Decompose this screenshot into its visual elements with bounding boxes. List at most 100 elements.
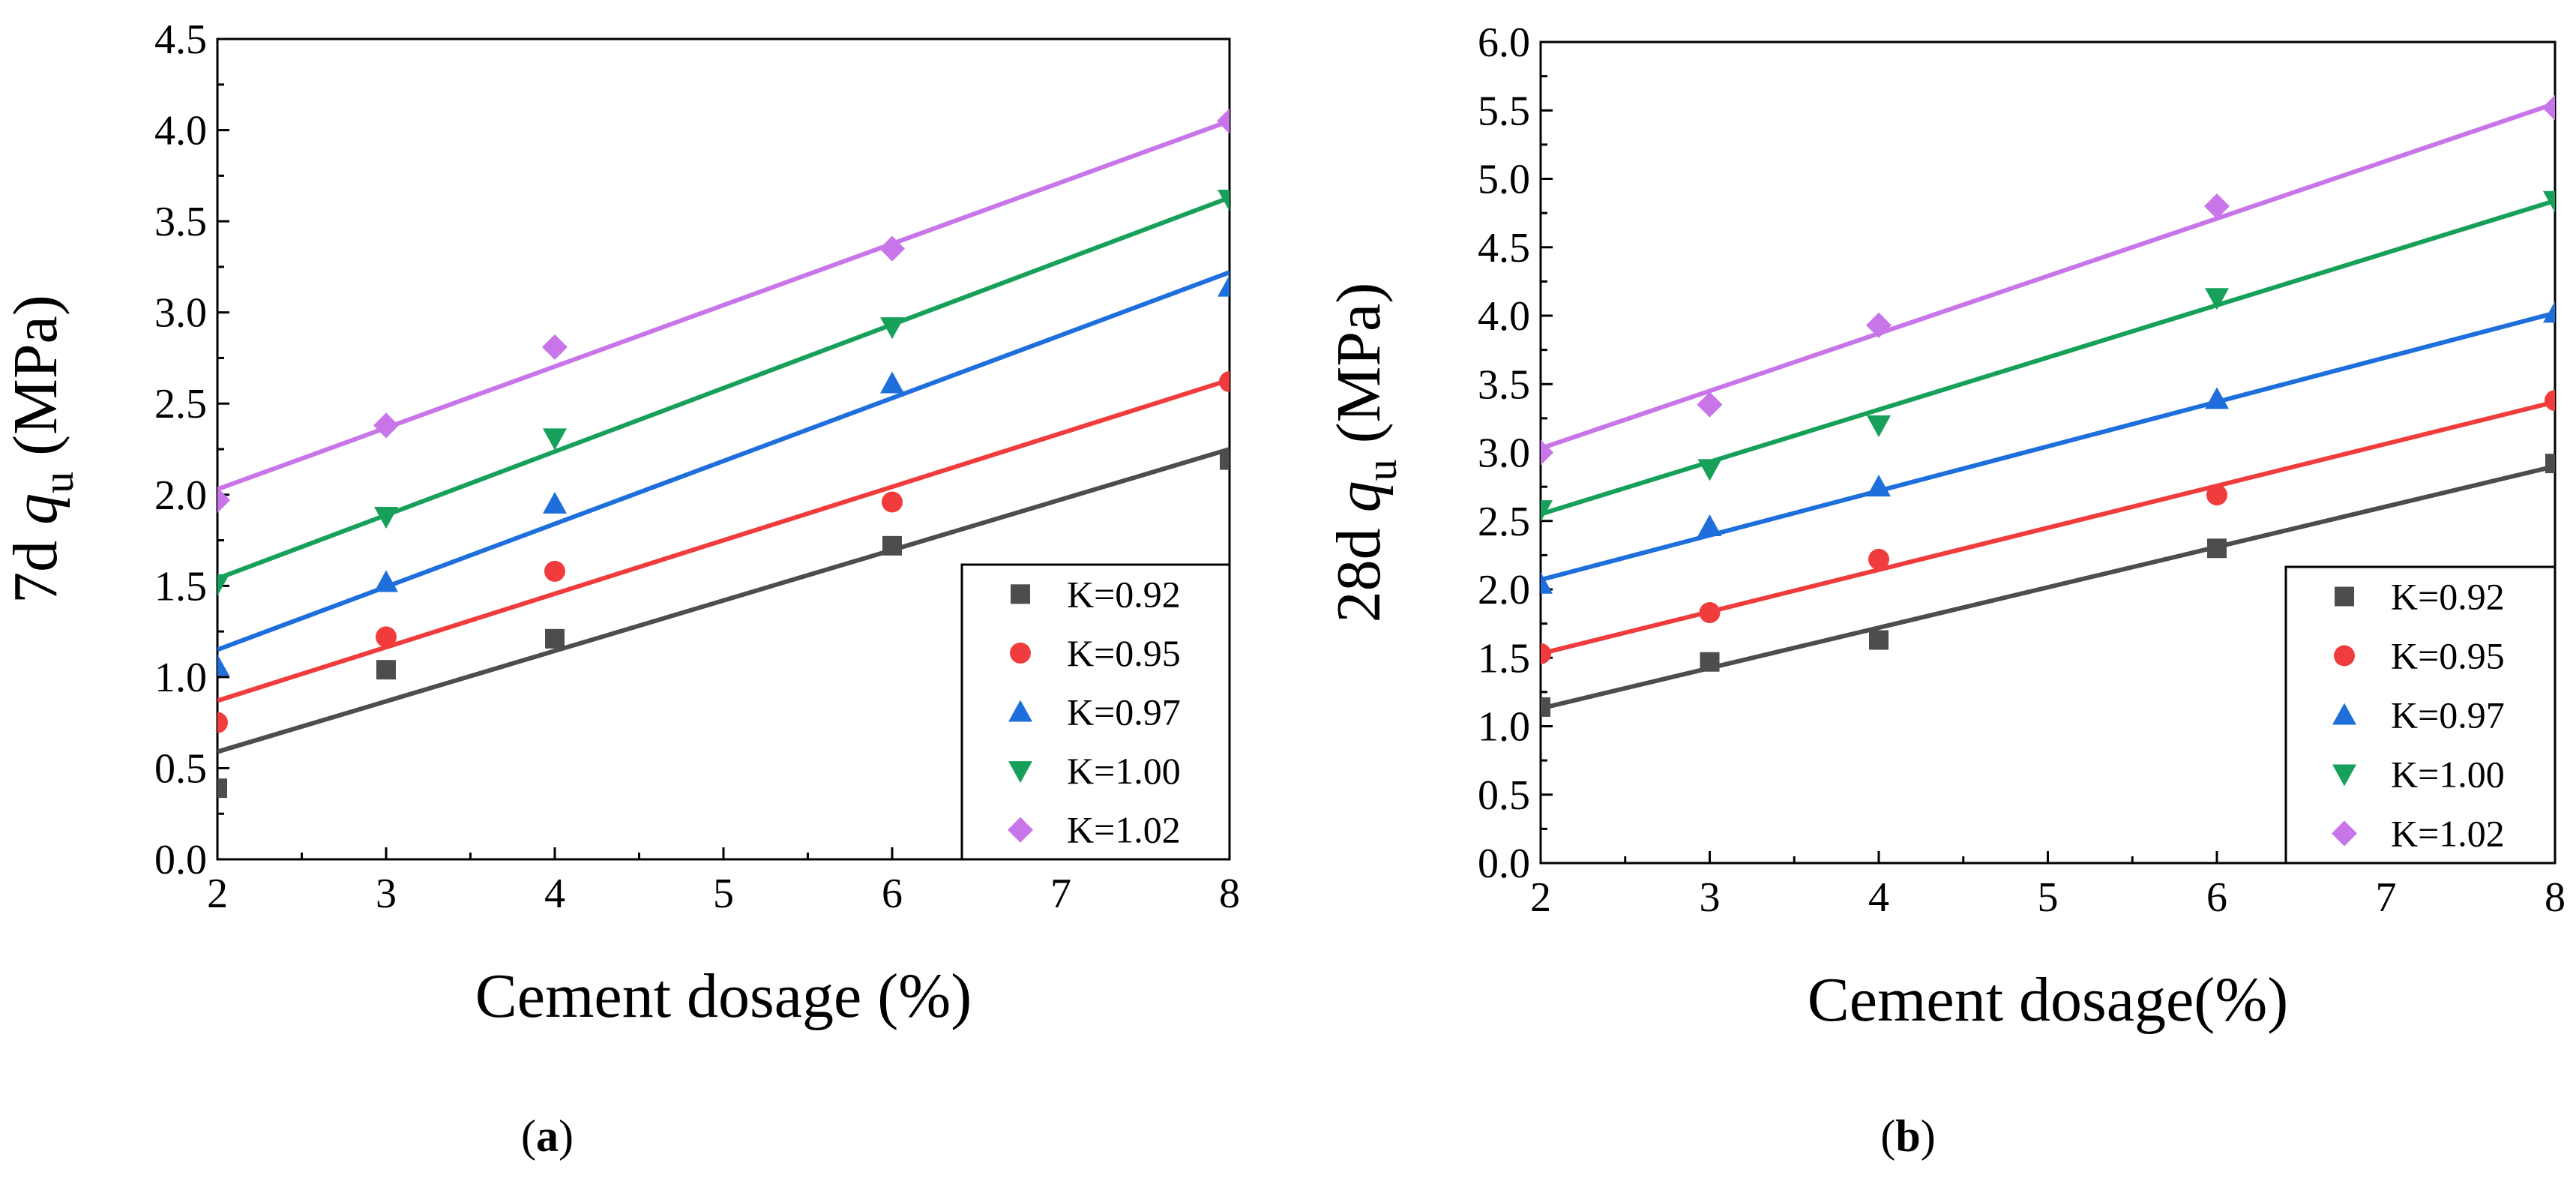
- data-point-K=1.02: [217, 487, 230, 514]
- data-point-K=1.00: [543, 428, 567, 451]
- y-axis-title: 28d qu (MPa): [1324, 283, 1406, 623]
- legend-marker-K=0.97: [1008, 700, 1032, 722]
- data-point-K=0.95: [1699, 602, 1721, 624]
- data-point-K=1.00: [1218, 189, 1230, 211]
- data-point-K=0.97: [2543, 301, 2555, 323]
- legend-frame: [960, 563, 1231, 861]
- data-point-K=0.92: [376, 660, 396, 680]
- x-axis-title: Cement dosage(%): [1808, 965, 2288, 1035]
- plot-area: [1541, 94, 2555, 717]
- data-point-K=1.02: [2204, 193, 2230, 219]
- chart-panel-b: 0.0 0.5 1.0 1.5 2.0 2.5 3.0 3.5 4.0 4.5 5.0 5.5 6.0 2…: [1324, 19, 2566, 1161]
- legend-label: K=1.02: [1067, 809, 1181, 851]
- legend-marker-K=0.92: [1011, 584, 1030, 604]
- y-tick-label: 0.0: [1478, 841, 1530, 887]
- data-point-K=1.02: [1217, 108, 1230, 134]
- data-point-K=0.97: [1541, 571, 1553, 594]
- data-point-K=1.02: [1541, 439, 1553, 466]
- x-tick-label: 2: [1530, 874, 1551, 921]
- x-tick-label: 8: [1219, 871, 1240, 917]
- y-tick-label: 0.5: [154, 745, 207, 792]
- data-point-K=1.02: [1866, 312, 1892, 338]
- y-axis-title-subscript: u: [34, 472, 82, 493]
- legend-label: K=0.97: [2391, 694, 2505, 736]
- data-point-K=0.92: [2207, 538, 2227, 559]
- plot-area: [217, 108, 1230, 799]
- data-point-K=1.00: [1541, 500, 1553, 523]
- data-point-K=0.97: [880, 371, 904, 394]
- y-axis-title-unit: (MPa): [1324, 283, 1394, 460]
- y-tick-label: 4.0: [1478, 293, 1530, 340]
- x-tick-label: 7: [1050, 871, 1071, 917]
- data-point-K=0.97: [543, 491, 567, 514]
- legend-marker-K=1.02: [1008, 817, 1033, 843]
- data-point-K=0.97: [374, 570, 398, 592]
- data-point-K=0.95: [217, 712, 228, 733]
- fit-line-K=1.02: [1541, 101, 2555, 451]
- y-tick-label: 1.5: [1478, 635, 1530, 682]
- data-point-K=1.02: [2542, 94, 2555, 121]
- x-axis-title: Cement dosage (%): [475, 961, 972, 1031]
- data-point-K=0.92: [2545, 454, 2555, 474]
- data-point-K=0.92: [882, 535, 902, 556]
- chart-panel-a: 0.0 0.5 1.0 1.5 2.0 2.5 3.0 3.5 4.0 4.5 2 3 4 5 6 7 8 Cem…: [1, 16, 1240, 1161]
- panel-caption: (a): [521, 1111, 574, 1161]
- x-tick-label: 8: [2545, 874, 2566, 921]
- y-axis-title-subscript: u: [1357, 459, 1406, 481]
- legend-label: K=0.95: [2391, 635, 2505, 677]
- data-point-K=1.00: [217, 574, 229, 596]
- data-point-K=0.97: [1867, 475, 1891, 497]
- data-point-K=1.00: [2205, 288, 2229, 310]
- data-point-K=1.00: [880, 317, 904, 340]
- y-tick-label: 1.5: [154, 563, 207, 610]
- legend-marker-K=1.00: [2332, 764, 2356, 787]
- legend-frame: [2284, 565, 2557, 865]
- legend-label: K=0.92: [1067, 573, 1181, 615]
- y-tick-label: 5.0: [1478, 157, 1530, 203]
- x-tick-label: 3: [1700, 874, 1721, 921]
- x-tick-label: 6: [2206, 874, 2227, 921]
- data-point-K=0.95: [2545, 390, 2555, 412]
- y-axis-title-unit: (MPa): [1, 295, 70, 472]
- fit-line-K=1.00: [1541, 198, 2555, 517]
- data-point-K=0.97: [2205, 387, 2229, 409]
- legend-marker-K=0.95: [2334, 645, 2355, 667]
- fit-line-K=1.02: [217, 118, 1230, 492]
- data-point-K=0.95: [2206, 484, 2227, 506]
- legend-label: K=0.92: [2391, 576, 2505, 618]
- legend: K=0.92 K=0.95 K=0.97 K=1.00 K=1.02: [960, 563, 1231, 861]
- data-point-K=1.02: [879, 235, 905, 262]
- data-point-K=1.00: [1867, 415, 1891, 437]
- data-point-K=0.92: [1700, 652, 1720, 672]
- data-point-K=0.95: [376, 626, 397, 648]
- y-tick-label: 6.0: [1478, 19, 1530, 66]
- x-tick-label: 4: [1868, 874, 1889, 921]
- x-tick-label: 5: [2038, 874, 2059, 921]
- y-tick-label: 3.5: [1478, 361, 1530, 408]
- legend-label: K=1.00: [1067, 750, 1181, 792]
- y-axis-title-variable: q: [1, 493, 70, 525]
- y-tick-label: 2.5: [1478, 499, 1530, 545]
- data-point-K=0.97: [1218, 274, 1230, 297]
- data-point-K=0.95: [1868, 548, 1889, 570]
- x-tick-label: 4: [544, 871, 565, 917]
- y-axis-title-prefix: 7d: [1, 525, 70, 604]
- y-tick-label: 1.0: [154, 655, 207, 701]
- y-tick-label: 3.5: [154, 199, 207, 245]
- x-tick-label: 6: [882, 871, 903, 917]
- data-point-K=1.00: [1697, 459, 1722, 481]
- data-point-K=0.95: [1219, 371, 1230, 393]
- fit-line-K=0.97: [1541, 310, 2555, 583]
- data-point-K=1.00: [2543, 190, 2555, 213]
- y-tick-label: 0.5: [1478, 772, 1530, 819]
- x-tick-label: 7: [2376, 874, 2397, 921]
- fit-line-K=0.92: [217, 447, 1230, 754]
- y-tick-label: 4.5: [1478, 225, 1530, 271]
- y-tick-label: 1.0: [1478, 704, 1530, 751]
- y-tick-label: 4.5: [154, 16, 207, 63]
- data-point-K=0.95: [544, 560, 565, 582]
- data-point-K=1.02: [373, 412, 399, 439]
- legend: K=0.92 K=0.95 K=0.97 K=1.00 K=1.02: [2284, 565, 2557, 865]
- data-point-K=0.92: [217, 778, 227, 799]
